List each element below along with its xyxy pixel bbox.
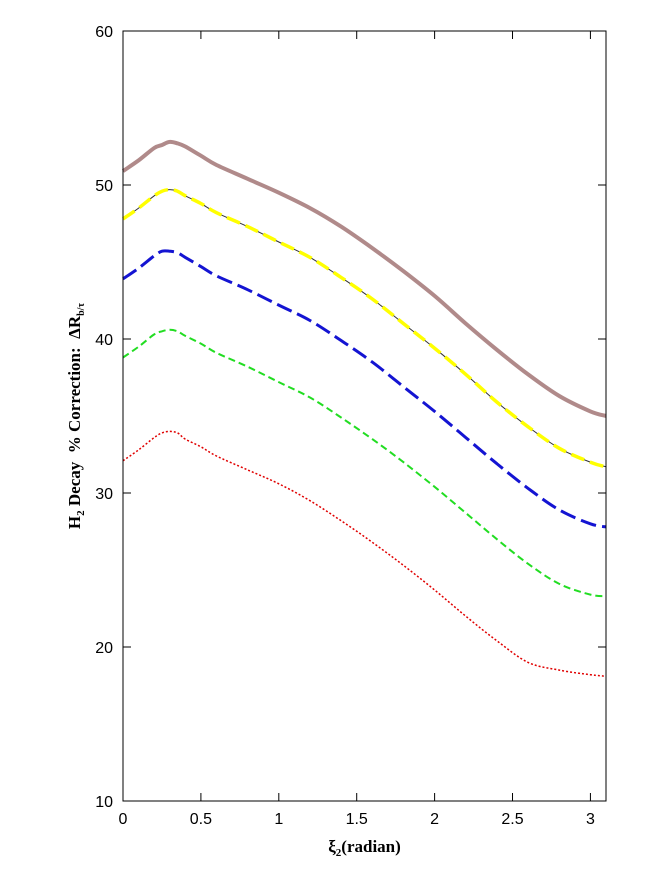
x-axis-title-sub: 2 <box>336 847 342 859</box>
series-line-5 <box>122 430 607 678</box>
x-axis-title: ξ2(radian) <box>328 837 401 859</box>
y-axis-title: H2 Decay % Correction: ΔRb/τ <box>65 303 87 530</box>
x-tick-label: 3 <box>586 811 595 828</box>
tick-layer: 0 0.5 1 1.5 2 2.5 3 10 20 30 40 50 60 <box>95 24 606 828</box>
series-line-3 <box>122 249 607 529</box>
y-tick-label: 30 <box>95 486 113 503</box>
x-axis-title-rest: (radian) <box>341 837 401 856</box>
x-tick-label: 2 <box>430 811 439 828</box>
series-line-shadow <box>122 189 607 468</box>
x-tick-label: 0.5 <box>190 811 212 828</box>
x-tick-label: 2.5 <box>501 811 523 828</box>
y-tick-label: 40 <box>95 332 113 349</box>
x-tick-label: 1 <box>274 811 283 828</box>
y-axis-title-sub: b/τ <box>76 303 87 316</box>
y-tick-label: 50 <box>95 178 113 195</box>
y-axis-title-h: H <box>65 516 84 529</box>
x-tick-label: 0 <box>119 811 128 828</box>
series-line-2 <box>122 187 607 469</box>
series-layer <box>121 139 607 678</box>
x-tick-label: 1.5 <box>346 811 368 828</box>
y-tick-label: 20 <box>95 640 113 657</box>
y-tick-label: 10 <box>95 794 113 811</box>
plot-frame <box>122 30 607 802</box>
series-line-4 <box>122 328 607 598</box>
series-line-1 <box>121 139 607 418</box>
x-axis-title-main: ξ <box>328 837 336 856</box>
y-tick-label: 60 <box>95 24 113 41</box>
y-axis-title-h-sub: 2 <box>75 510 87 516</box>
y-axis-title-main: Decay % Correction: ΔR <box>65 315 84 510</box>
